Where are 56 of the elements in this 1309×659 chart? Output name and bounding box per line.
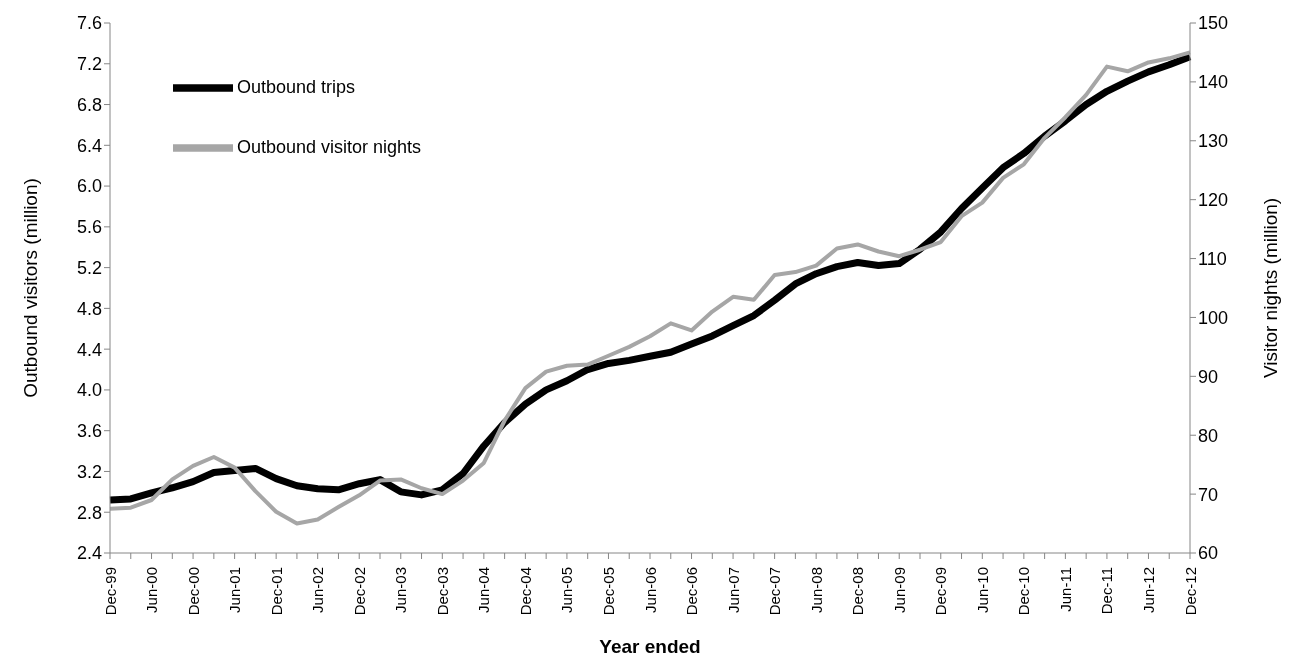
y-tick-label: 5.2 [76,258,102,279]
y-tick-label: 6.8 [76,94,102,115]
x-tick-label: Dec-12 [1181,567,1199,616]
x-tick-label: Dec-99 [101,567,119,616]
x-tick-label: Dec-07 [766,567,784,616]
x-tick-label: Dec-11 [1098,567,1116,615]
y2-tick-label: 90 [1198,366,1219,387]
y2-tick-label: 130 [1198,131,1229,152]
y2-tick-label: 70 [1198,484,1219,505]
y2-tick-label: 80 [1198,425,1219,446]
x-tick-label: Jun-11 [1056,567,1074,612]
x-tick-label: Dec-03 [433,567,451,616]
y-tick-label: 6.4 [76,135,102,156]
x-tick-label: Jun-03 [392,567,410,613]
legend-label: Outbound trips [237,76,356,97]
x-tick-label: Jun-04 [475,567,493,613]
x-tick-label: Jun-05 [558,567,576,613]
y-tick-label: 4.4 [76,339,102,360]
y-tick-label: 5.6 [76,217,102,238]
y-tick-label: 4.0 [76,380,102,401]
y2-tick-label: 120 [1198,190,1229,211]
y2-tick-label: 100 [1198,307,1229,328]
y2-axis-title: Visitor nights (million) [1259,197,1281,379]
x-tick-label: Jun-12 [1139,567,1157,613]
y2-tick-label: 60 [1198,543,1219,564]
y2-tick-label: 140 [1198,72,1229,93]
x-tick-label: Jun-08 [807,567,825,613]
x-tick-label: Dec-09 [932,567,950,616]
x-tick-label: Jun-02 [309,567,327,613]
y-tick-label: 7.6 [76,13,102,34]
x-tick-label: Dec-06 [683,567,701,616]
y-tick-label: 4.8 [76,298,102,319]
x-tick-label: Dec-02 [350,567,368,616]
x-tick-label: Dec-01 [267,567,285,616]
x-tick-label: Dec-10 [1015,567,1033,616]
y2-tick-label: 150 [1198,13,1229,34]
x-axis-title: Year ended [599,636,701,657]
y-tick-label: 3.6 [76,421,102,442]
x-tick-label: Dec-08 [849,567,867,616]
y-tick-label: 2.8 [76,502,102,523]
y-tick-label: 3.2 [76,461,102,482]
y-tick-label: 2.4 [76,543,102,564]
x-tick-label: Jun-01 [226,567,244,613]
x-tick-label: Dec-04 [516,567,534,616]
y-axis-title: Outbound visitors (million) [19,178,41,398]
x-tick-label: Jun-10 [973,567,991,613]
y-tick-label: 7.2 [76,54,102,75]
x-tick-label: Jun-09 [890,567,908,613]
x-tick-label: Dec-05 [599,567,617,616]
y2-tick-label: 110 [1198,248,1227,269]
x-tick-label: Dec-00 [184,567,202,616]
y-tick-label: 6.0 [76,176,102,197]
x-tick-label: Jun-00 [143,567,161,613]
x-tick-label: Jun-07 [724,567,742,613]
x-tick-label: Jun-06 [641,567,659,613]
legend-label: Outbound visitor nights [237,136,422,157]
